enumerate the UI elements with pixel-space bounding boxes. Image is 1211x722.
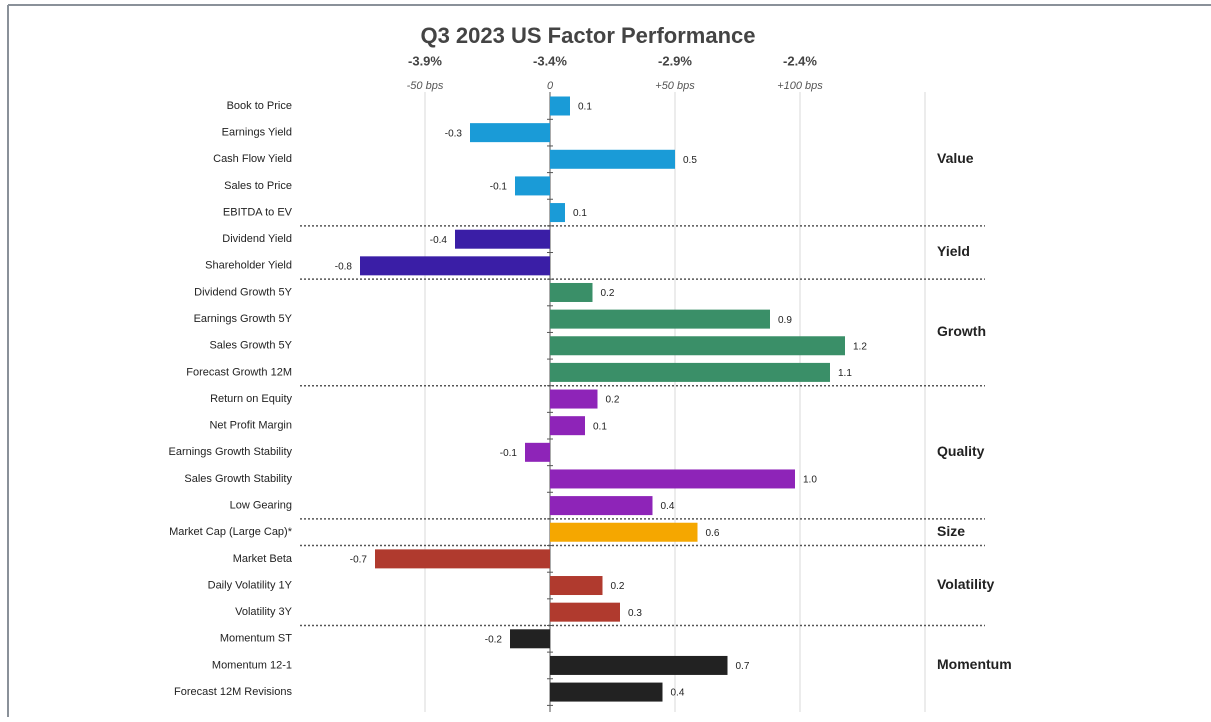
category-label: Sales Growth Stability (184, 473, 292, 485)
category-label: Earnings Growth Stability (169, 446, 293, 458)
value-label: 0.2 (601, 288, 615, 299)
value-label: 0.1 (593, 421, 607, 432)
category-label: Sales to Price (224, 180, 292, 192)
category-label: Forecast 12M Revisions (174, 686, 292, 698)
value-label: 0.1 (573, 208, 587, 219)
bar (550, 682, 663, 702)
value-label: 0.2 (606, 395, 620, 406)
bar (515, 176, 550, 196)
value-label: -0.8 (335, 261, 353, 272)
x-tick-label: -50 bps (407, 80, 444, 92)
x-tick-label: 0 (547, 80, 554, 92)
value-label: 1.2 (853, 341, 867, 352)
category-label: Book to Price (227, 100, 292, 112)
category-label: Dividend Growth 5Y (194, 286, 292, 298)
category-label: Low Gearing (230, 500, 292, 512)
bar (550, 389, 598, 409)
value-label: -0.2 (485, 634, 503, 645)
bar (550, 96, 570, 116)
category-label: Volatility 3Y (235, 606, 293, 618)
value-label: -0.1 (490, 182, 508, 193)
bar (550, 576, 603, 596)
category-label: Sales Growth 5Y (209, 340, 292, 352)
category-label: Earnings Yield (222, 127, 292, 139)
bar (550, 496, 653, 516)
bar (550, 602, 620, 622)
category-label: Market Beta (233, 553, 293, 565)
bar (550, 416, 585, 436)
group-label: Volatility (937, 576, 995, 592)
value-label: 0.9 (778, 315, 792, 326)
group-label: Size (937, 523, 965, 539)
group-label: Quality (937, 443, 985, 459)
value-label: 0.6 (706, 528, 720, 539)
value-label: 1.1 (838, 368, 852, 379)
category-label: Shareholder Yield (205, 260, 292, 272)
group-label: Yield (937, 243, 970, 259)
category-label: Net Profit Margin (209, 420, 292, 432)
bar (550, 282, 593, 302)
category-label: Earnings Growth 5Y (194, 313, 293, 325)
x-tick-label: +50 bps (655, 80, 695, 92)
category-label: Dividend Yield (222, 233, 292, 245)
value-label: -0.1 (500, 448, 518, 459)
category-label: Forecast Growth 12M (186, 366, 292, 378)
top-tick-label: -2.4% (783, 53, 817, 68)
bar (550, 203, 565, 223)
value-label: 0.1 (578, 102, 592, 113)
value-label: -0.3 (445, 128, 463, 139)
category-label: EBITDA to EV (223, 206, 293, 218)
category-label: Return on Equity (210, 393, 292, 405)
bar (375, 549, 550, 569)
group-label: Momentum (937, 656, 1012, 672)
bar (525, 442, 550, 462)
value-label: -0.4 (430, 235, 448, 246)
bar (550, 655, 728, 675)
value-label: 0.5 (683, 155, 697, 166)
bar (550, 362, 830, 382)
value-label: 1.0 (803, 475, 817, 486)
value-label: -0.7 (350, 555, 368, 566)
bar (550, 149, 675, 169)
bar (510, 629, 550, 649)
bar (470, 123, 550, 143)
value-label: 0.4 (671, 688, 685, 699)
bar (360, 256, 550, 276)
value-label: 0.7 (736, 661, 750, 672)
value-label: 0.2 (611, 581, 625, 592)
category-label: Cash Flow Yield (213, 153, 292, 165)
top-tick-label: -3.4% (533, 53, 567, 68)
value-label: 0.3 (628, 608, 642, 619)
group-label: Growth (937, 323, 986, 339)
category-label: Daily Volatility 1Y (208, 579, 293, 591)
value-label: 0.4 (661, 501, 675, 512)
category-label: Momentum 12-1 (212, 659, 292, 671)
top-tick-label: -2.9% (658, 53, 692, 68)
chart-title: Q3 2023 US Factor Performance (420, 23, 755, 48)
x-tick-label: +100 bps (777, 80, 823, 92)
bar (550, 522, 698, 542)
bar (550, 469, 795, 489)
category-label: Momentum ST (220, 633, 292, 645)
bar (455, 229, 550, 249)
top-tick-label: -3.9% (408, 53, 442, 68)
category-label: Market Cap (Large Cap)* (169, 526, 293, 538)
group-label: Value (937, 150, 974, 166)
bar (550, 336, 845, 356)
bar (550, 309, 770, 329)
